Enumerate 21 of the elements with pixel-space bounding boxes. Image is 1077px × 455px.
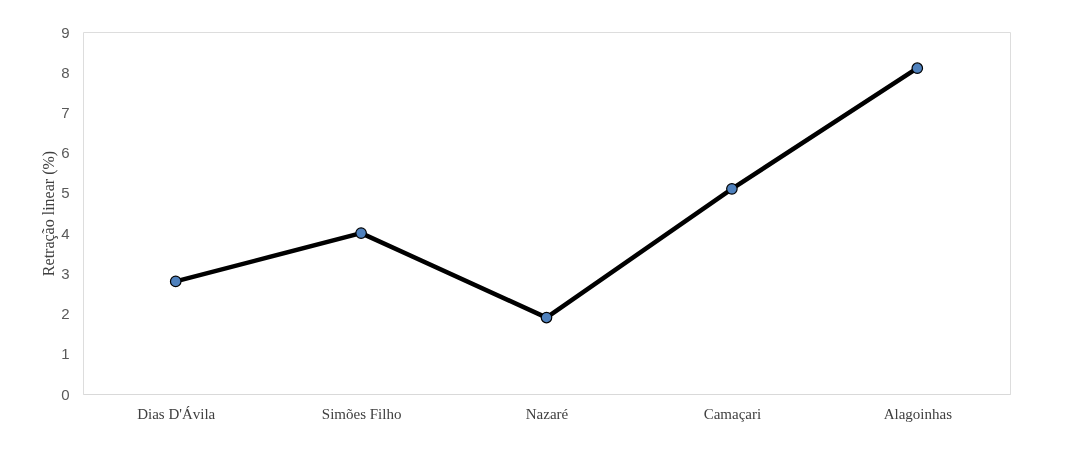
point [540,311,553,324]
y-tick-label: 6 [61,144,70,162]
y-tick-label: 1 [61,345,70,363]
y-tick-label: 7 [61,103,70,121]
y-tick-label: 8 [61,63,70,81]
y-tick-label: 3 [61,264,70,282]
x-tick-label: Nazaré [525,405,569,422]
x-tick-label: Simões Filho [321,405,402,422]
point [355,227,367,239]
y-axis-title: Retração linear (%) [40,150,59,277]
y-tick-label: 4 [61,224,70,242]
point [911,62,924,75]
point [726,183,738,195]
y-tick-label: 5 [61,184,70,202]
x-tick-label: Dias D'Ávila [137,405,216,422]
x-tick-label: Alagoinhas [883,405,953,422]
y-tick-label: 0 [61,385,70,403]
y-tick-label: 9 [61,23,70,41]
x-tick-label: Camaçari [703,405,762,422]
y-tick-label: 2 [61,305,70,323]
point [169,275,182,288]
